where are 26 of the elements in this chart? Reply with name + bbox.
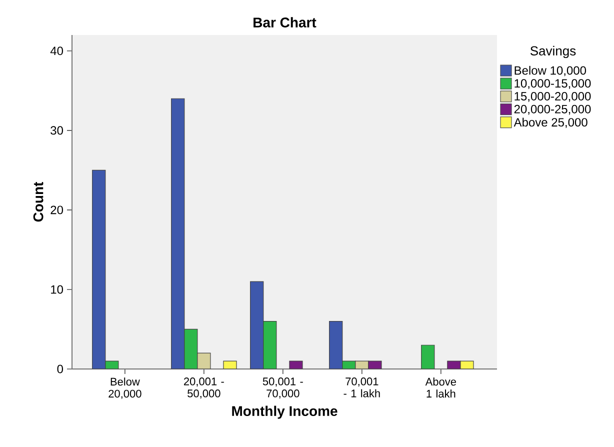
legend-label: Above 25,000 <box>514 118 588 128</box>
x-tick-label: 20,001 - 50,000 <box>184 378 224 399</box>
x-axis-title: Monthly Income <box>232 406 338 419</box>
bar <box>92 170 106 369</box>
y-tick-label: 40 <box>50 46 64 56</box>
y-axis-title: Count <box>33 182 44 222</box>
bar <box>171 98 185 369</box>
bar <box>184 328 198 369</box>
legend-label: 10,000-15,000 <box>514 79 591 90</box>
legend-title: Savings <box>530 46 576 58</box>
legend-label: 15,000-20,000 <box>514 92 591 102</box>
x-tick-label: Above 1 lakh <box>425 378 456 398</box>
x-tick-label: Below 20,000 <box>108 378 142 399</box>
y-tick-label: 30 <box>50 126 64 135</box>
legend-label: Below 10,000 <box>514 66 586 76</box>
bar <box>421 344 435 369</box>
y-tick-label: 20 <box>50 206 64 214</box>
bar <box>263 320 277 369</box>
chart-title: Bar Chart <box>254 17 316 28</box>
y-tick-label: 0 <box>57 364 64 374</box>
x-tick-label: 70,001 - 1 lakh <box>344 378 380 398</box>
x-tick-label: 50,001 - 70,000 <box>262 378 303 399</box>
bar <box>250 281 264 369</box>
y-tick-label: 10 <box>51 285 64 294</box>
legend-label: 20,000-25,000 <box>514 104 591 115</box>
bar <box>329 320 343 369</box>
